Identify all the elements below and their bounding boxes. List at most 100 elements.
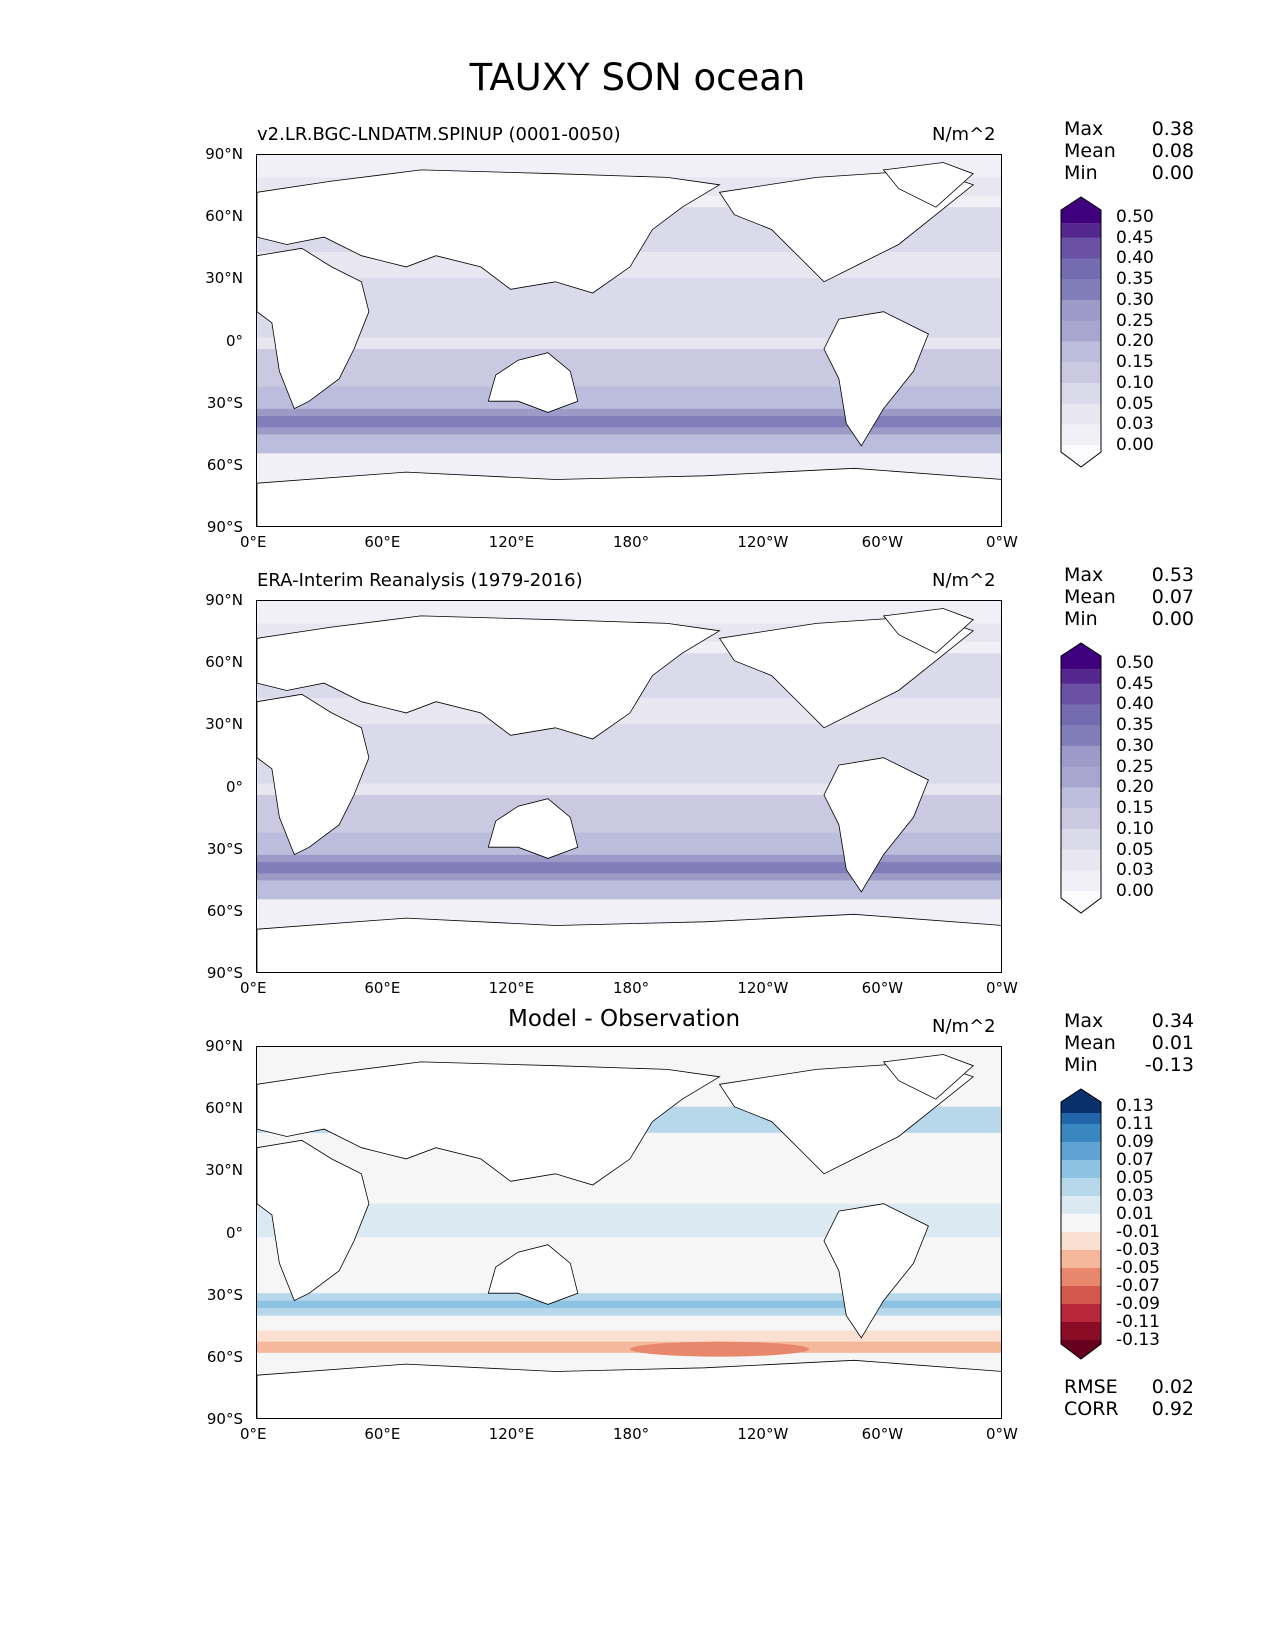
colorbar-tick-label: 0.30	[1116, 289, 1154, 310]
x-tick-label: 0°W	[986, 979, 1018, 997]
y-tick-label: 60°S	[206, 901, 243, 920]
x-tick-label: 120°E	[488, 979, 535, 997]
contour-band	[257, 880, 1001, 900]
colorbar-tick-label: 0.10	[1116, 818, 1154, 839]
colorbar-segment	[1061, 828, 1101, 851]
colorbar-tick-label: -0.03	[1116, 1240, 1160, 1260]
colorbar-segment	[1061, 1113, 1101, 1125]
colorbar-tick-label: 0.10	[1116, 372, 1154, 393]
colorbar-segment	[1061, 1322, 1101, 1341]
contour-band	[257, 1300, 1001, 1309]
colorbar-segment	[1061, 1340, 1101, 1359]
colorbar-segment	[1061, 445, 1101, 467]
colorbar-segment	[1061, 669, 1101, 685]
colorbar-tick-label: 0.15	[1116, 798, 1154, 819]
colorbar-tick-label: 0.45	[1116, 673, 1154, 694]
colorbar-segment	[1061, 197, 1101, 224]
coastline	[257, 467, 1001, 526]
colorbar-tick-label: 0.40	[1116, 248, 1154, 269]
panel-title: v2.LR.BGC-LNDATM.SPINUP (0001-0050)	[257, 124, 621, 145]
y-tick-label: 60°N	[205, 207, 243, 226]
coastline	[257, 169, 721, 294]
colorbar-segment	[1061, 279, 1101, 301]
colorbar-tick-label: 0.20	[1116, 331, 1154, 352]
colorbar-tick-label: 0.03	[1116, 414, 1154, 435]
y-tick-label: 90°N	[205, 591, 243, 609]
coastline	[882, 162, 974, 208]
coastline	[257, 1061, 721, 1186]
colorbar-tick-label: -0.01	[1116, 1222, 1160, 1242]
x-tick-label: 180°	[613, 979, 650, 997]
colorbar-segment	[1061, 1232, 1101, 1251]
stats-row: Min 0.00	[1064, 162, 1194, 184]
stat-label: Min	[1064, 608, 1098, 630]
contour-band	[257, 1341, 1001, 1353]
colorbar-segment	[1061, 1142, 1101, 1161]
x-tick-label: 180°	[613, 533, 650, 551]
colorbar-tick-label: 0.50	[1116, 206, 1154, 227]
stat-value: 0.01	[1151, 1032, 1194, 1054]
y-tick-label: 30°N	[205, 269, 243, 288]
x-tick-label: 0°W	[986, 533, 1018, 551]
colorbar-tick-label: 0.09	[1116, 1132, 1154, 1152]
stat-value: 0.07	[1151, 586, 1194, 608]
contour-band	[257, 862, 1001, 874]
stat-value: 0.34	[1151, 1010, 1194, 1032]
colorbar-segment	[1061, 1124, 1101, 1143]
stats-row: Max 0.38	[1064, 118, 1194, 140]
y-tick-label: 30°S	[206, 839, 243, 858]
colorbar-segment	[1061, 1214, 1101, 1233]
x-tick-label: 60°W	[861, 1425, 904, 1443]
stats-box: Max 0.34 Mean 0.01 Min -0.13	[1064, 1010, 1194, 1076]
colorbar-tick-label: -0.07	[1116, 1276, 1160, 1296]
colorbar-tick-label: 0.13	[1116, 1096, 1154, 1116]
colorbar-segment	[1061, 424, 1101, 446]
colorbar-tick-label: 0.05	[1116, 1168, 1154, 1188]
coastline	[823, 311, 929, 447]
y-tick-label: 0°	[225, 331, 243, 350]
contour-band	[257, 453, 1001, 473]
contour-band	[257, 899, 1001, 919]
coastline	[487, 352, 579, 413]
y-tick-label: 90°S	[206, 964, 243, 982]
y-tick-label: 30°S	[206, 393, 243, 412]
error-stats-box: RMSE 0.02 CORR 0.92	[1064, 1376, 1194, 1420]
coastline	[257, 1139, 370, 1302]
contour-band	[257, 832, 1001, 855]
stat-label: Max	[1064, 118, 1104, 140]
y-tick-label: 60°S	[206, 455, 243, 474]
stat-label: RMSE	[1064, 1376, 1118, 1398]
stats-box: Max 0.53 Mean 0.07 Min 0.00	[1064, 564, 1194, 630]
colorbar-segment	[1061, 258, 1101, 280]
stat-value: 0.92	[1151, 1398, 1194, 1420]
coastline	[487, 798, 579, 859]
x-tick-label: 0°E	[240, 533, 267, 551]
colorbar-tick-label: 0.25	[1116, 310, 1154, 331]
stat-label: Max	[1064, 1010, 1104, 1032]
colorbar-segment	[1061, 299, 1101, 322]
colorbar-segment	[1061, 1250, 1101, 1269]
stat-label: Mean	[1064, 140, 1116, 162]
units-label: N/m^2	[932, 124, 996, 145]
coastline	[257, 693, 370, 856]
coastline	[257, 913, 1001, 972]
x-tick-label: 60°E	[364, 533, 401, 551]
colorbar-tick-label: -0.05	[1116, 1258, 1160, 1278]
colorbar-outline	[1060, 1088, 1102, 1360]
colorbar-segment	[1061, 223, 1101, 239]
y-tick-label: 60°N	[205, 653, 243, 672]
contour-band	[257, 1330, 1001, 1342]
colorbar-tick-label: 0.00	[1116, 881, 1154, 902]
colorbar-tick-label: 0.15	[1116, 352, 1154, 373]
colorbar-tick-label: 0.50	[1116, 652, 1154, 673]
stats-row: CORR 0.92	[1064, 1398, 1194, 1420]
colorbar-segment	[1061, 808, 1101, 830]
main-title: TAUXY SON ocean	[469, 56, 806, 99]
colorbar-tick-label: -0.11	[1116, 1312, 1160, 1332]
x-tick-label: 0°E	[240, 1425, 267, 1443]
panel-title: ERA-Interim Reanalysis (1979-2016)	[257, 570, 583, 591]
colorbar-tick-label: 0.05	[1116, 393, 1154, 414]
stats-row: RMSE 0.02	[1064, 1376, 1194, 1398]
colorbar-tick-label: 0.45	[1116, 227, 1154, 248]
colorbar-segment	[1061, 341, 1101, 363]
